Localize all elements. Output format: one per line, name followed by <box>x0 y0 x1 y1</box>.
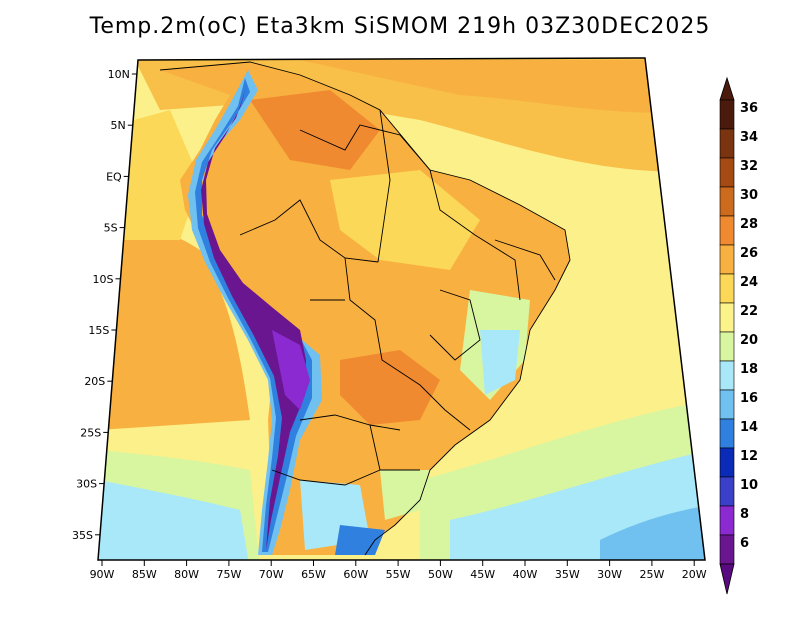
lat-tick-label: 35S <box>72 529 93 542</box>
colorbar-segment <box>719 128 735 159</box>
lat-tick-label: 5N <box>111 119 126 132</box>
lon-tick-label: 50W <box>428 568 453 581</box>
lon-tick-label: 40W <box>513 568 538 581</box>
colorbar-label: 34 <box>740 130 758 145</box>
colorbar-segment <box>719 418 735 449</box>
lat-tick-label: 10S <box>93 273 114 286</box>
colorbar-segment <box>719 99 735 130</box>
colorbar-label: 26 <box>740 246 758 261</box>
lon-tick-label: 20W <box>682 568 707 581</box>
colorbar-top-arrow <box>719 76 735 101</box>
country-borders <box>159 61 571 556</box>
longitude-axis: 90W 85W 80W 75W 70W 65W 60W 55W 50W 45W 40W 35W 30W 2… <box>90 560 707 581</box>
colorbar-segment <box>719 273 735 304</box>
lon-tick-label: 75W <box>216 568 241 581</box>
lat-tick-label: 25S <box>80 426 101 439</box>
colorbar-bottom-arrow <box>719 563 735 595</box>
colorbar-segment <box>719 389 735 420</box>
lon-tick-label: 60W <box>343 568 368 581</box>
colorbar-label: 14 <box>740 420 758 435</box>
latitude-axis: 10N 5N EQ 5S 10S 15S 20S 25S 30S 35S <box>72 68 137 542</box>
colorbar-label: 32 <box>740 159 758 174</box>
colorbar-label: 36 <box>740 101 758 116</box>
lon-tick-label: 80W <box>174 568 199 581</box>
colorbar-segment <box>719 447 735 478</box>
lon-tick-label: 30W <box>597 568 622 581</box>
colorbar-label: 30 <box>740 188 758 203</box>
colorbar-segment <box>719 215 735 246</box>
colorbar-label: 20 <box>740 333 758 348</box>
colorbar-label: 8 <box>740 507 749 522</box>
lon-tick-label: 85W <box>132 568 157 581</box>
temperature-field <box>98 58 705 560</box>
colorbar-segment <box>719 476 735 507</box>
colorbar-segment <box>719 302 735 333</box>
colorbar-segment <box>719 360 735 391</box>
lon-tick-label: 65W <box>301 568 326 581</box>
lat-tick-label: 5S <box>104 222 118 235</box>
colorbar-label: 16 <box>740 391 758 406</box>
lon-tick-label: 55W <box>386 568 411 581</box>
lat-tick-label: 20S <box>84 375 105 388</box>
map-frame <box>97 57 706 561</box>
lon-tick-label: 90W <box>90 568 115 581</box>
lon-tick-label: 25W <box>639 568 664 581</box>
lat-tick-label: 10N <box>108 68 130 81</box>
colorbar-label: 12 <box>740 449 758 464</box>
lon-tick-label: 35W <box>555 568 580 581</box>
colorbar-segment <box>719 331 735 362</box>
colorbar-segment <box>719 157 735 188</box>
colorbar-label: 6 <box>740 536 749 551</box>
colorbar-label: 24 <box>740 275 758 290</box>
colorbar-label: 10 <box>740 478 758 493</box>
lat-tick-label: 30S <box>76 478 97 491</box>
colorbar-label: 28 <box>740 217 758 232</box>
map-title: Temp.2m(oC) Eta3km SiSMOM 219h 03Z30DEC2… <box>89 14 711 39</box>
colorbar-segment <box>719 505 735 536</box>
lat-tick-label: 15S <box>88 324 109 337</box>
colorbar-segment <box>719 244 735 275</box>
lon-tick-label: 70W <box>259 568 284 581</box>
colorbar-label: 18 <box>740 362 758 377</box>
colorbar-segment <box>719 534 735 565</box>
lon-tick-label: 45W <box>470 568 495 581</box>
colorbar: 36 34 32 30 28 26 24 22 20 18 16 14 12 10 8 6 <box>719 76 758 595</box>
colorbar-segment <box>719 186 735 217</box>
colorbar-label: 22 <box>740 304 758 319</box>
lat-tick-label: EQ <box>106 170 122 183</box>
